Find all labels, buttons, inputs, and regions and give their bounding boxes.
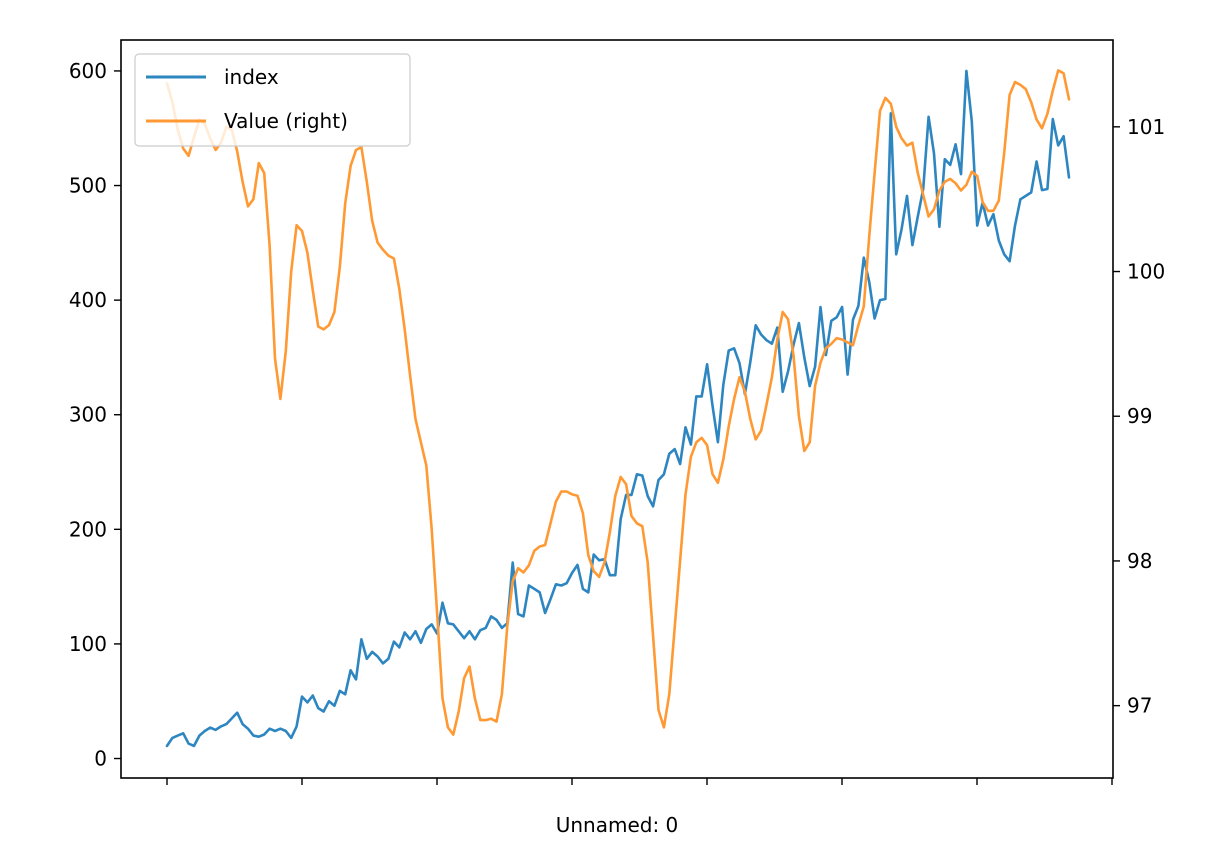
left-y-tick-label: 200	[69, 517, 107, 541]
series-line-value	[165, 69, 1071, 736]
left-y-tick-label: 600	[69, 59, 107, 83]
right-y-tick-label: 99	[1127, 404, 1152, 428]
left-y-tick-label: 300	[69, 403, 107, 427]
right-y-tick-label: 100	[1127, 260, 1165, 284]
right-y-axis: 97 98 99 100 101	[1113, 115, 1165, 718]
left-y-axis: 0 100 200 300 400 500 600	[69, 59, 121, 771]
x-axis	[166, 778, 1113, 785]
legend: index Value (right)	[134, 53, 411, 147]
legend-label-index: index	[224, 65, 279, 89]
left-y-tick-label: 500	[69, 174, 107, 198]
left-y-tick-label: 400	[69, 288, 107, 312]
left-y-tick-label: 0	[94, 747, 107, 771]
series-lines	[165, 69, 1071, 748]
legend-label-value: Value (right)	[224, 109, 348, 133]
plot-frame	[120, 39, 1114, 779]
series-line-index	[165, 69, 1071, 748]
right-y-tick-label: 97	[1127, 694, 1152, 718]
right-y-tick-label: 101	[1127, 115, 1165, 139]
left-y-tick-label: 100	[69, 632, 107, 656]
right-y-tick-label: 98	[1127, 549, 1152, 573]
x-axis-label: Unnamed: 0	[556, 813, 679, 837]
